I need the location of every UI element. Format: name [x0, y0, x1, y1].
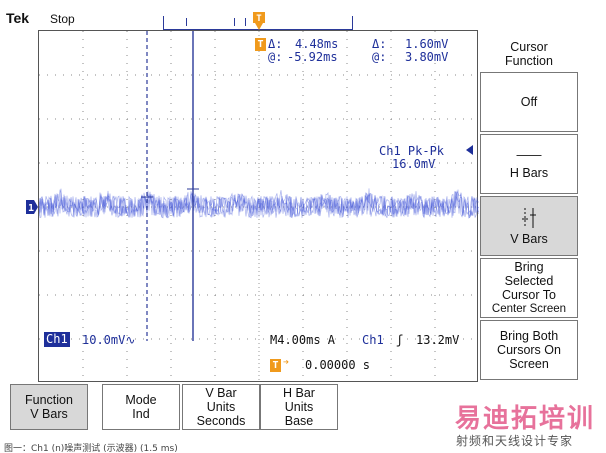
cursor-time-delta: 4.48ms	[295, 37, 339, 51]
waveform-trace	[39, 188, 479, 219]
cursor-volt-delta: 1.60mV	[405, 37, 449, 51]
cursor-at-label: @:	[268, 50, 283, 64]
record-window	[186, 18, 246, 26]
cursor-volt-delta-label: Δ:	[372, 37, 387, 51]
record-length-bar	[163, 16, 353, 30]
side-menu-title: Cursor Function	[505, 40, 553, 68]
bottom-vbar-units-button[interactable]: V Bar Units Seconds	[182, 384, 260, 430]
cursor-marker-icon: T	[255, 38, 266, 51]
bring-both-cursors-button[interactable]: Bring Both Cursors On Screen	[480, 320, 578, 380]
trigger-position-icon: T	[253, 12, 265, 30]
brand-logo: Tek	[6, 10, 30, 26]
cursor-vbars-button[interactable]: V Bars	[480, 196, 578, 256]
waveform-display[interactable]	[38, 30, 479, 383]
measurement-arrow-icon	[466, 145, 473, 155]
bring-selected-cursor-button[interactable]: Bring Selected Cursor To Center Screen	[480, 258, 578, 318]
figure-caption: 图一：Ch1 (n)噪声测试 (示波器) (1.5 ms)	[4, 444, 178, 453]
measurement-value: 16.0mV	[392, 157, 436, 171]
trigger-position-marker-icon: T	[270, 359, 281, 372]
measurement-label: Ch1 Pk-Pk	[379, 144, 445, 158]
cursor-volt-at: 3.80mV	[405, 50, 449, 64]
cursor-volt-at-label: @:	[372, 50, 387, 64]
run-state: Stop	[50, 12, 75, 26]
vbars-icon	[522, 207, 536, 228]
channel-1-scale: 10.0mV∿	[82, 333, 136, 347]
horizontal-position-value: 0.00000 s	[305, 358, 371, 372]
channel-1-badge: Ch1	[44, 332, 70, 347]
bottom-function-button[interactable]: Function V Bars	[10, 384, 88, 430]
cursor-hbars-button[interactable]: —— H Bars	[480, 134, 578, 194]
waveform-trace	[39, 188, 479, 219]
watermark-logo: 易迪拓培训	[455, 404, 596, 434]
bottom-hbar-units-button[interactable]: H Bar Units Base	[260, 384, 338, 430]
trigger-arrow-icon: ➔	[283, 357, 290, 368]
trigger-slope-icon: ʃ	[396, 333, 404, 347]
graticule-grid	[39, 31, 479, 383]
trigger-level: 13.2mV	[416, 333, 460, 347]
record-mark	[234, 18, 235, 26]
channel-1-ground-marker[interactable]: 1	[26, 200, 38, 214]
watermark-subtitle: 射频和天线设计专家	[456, 434, 574, 448]
cursor-off-button[interactable]: Off	[480, 72, 578, 132]
cursor-delta-label: Δ:	[268, 37, 283, 51]
hbars-line-icon: ——	[516, 148, 542, 162]
svg-text:1: 1	[28, 203, 34, 214]
timebase-readout: M4.00ms A	[270, 333, 336, 347]
svg-text:T: T	[256, 14, 262, 24]
bottom-mode-button[interactable]: Mode Ind	[102, 384, 180, 430]
cursor-time-at: -5.92ms	[287, 50, 338, 64]
waveform-trace	[39, 189, 479, 219]
trigger-source: Ch1	[362, 333, 384, 347]
waveform-trace	[39, 190, 479, 219]
